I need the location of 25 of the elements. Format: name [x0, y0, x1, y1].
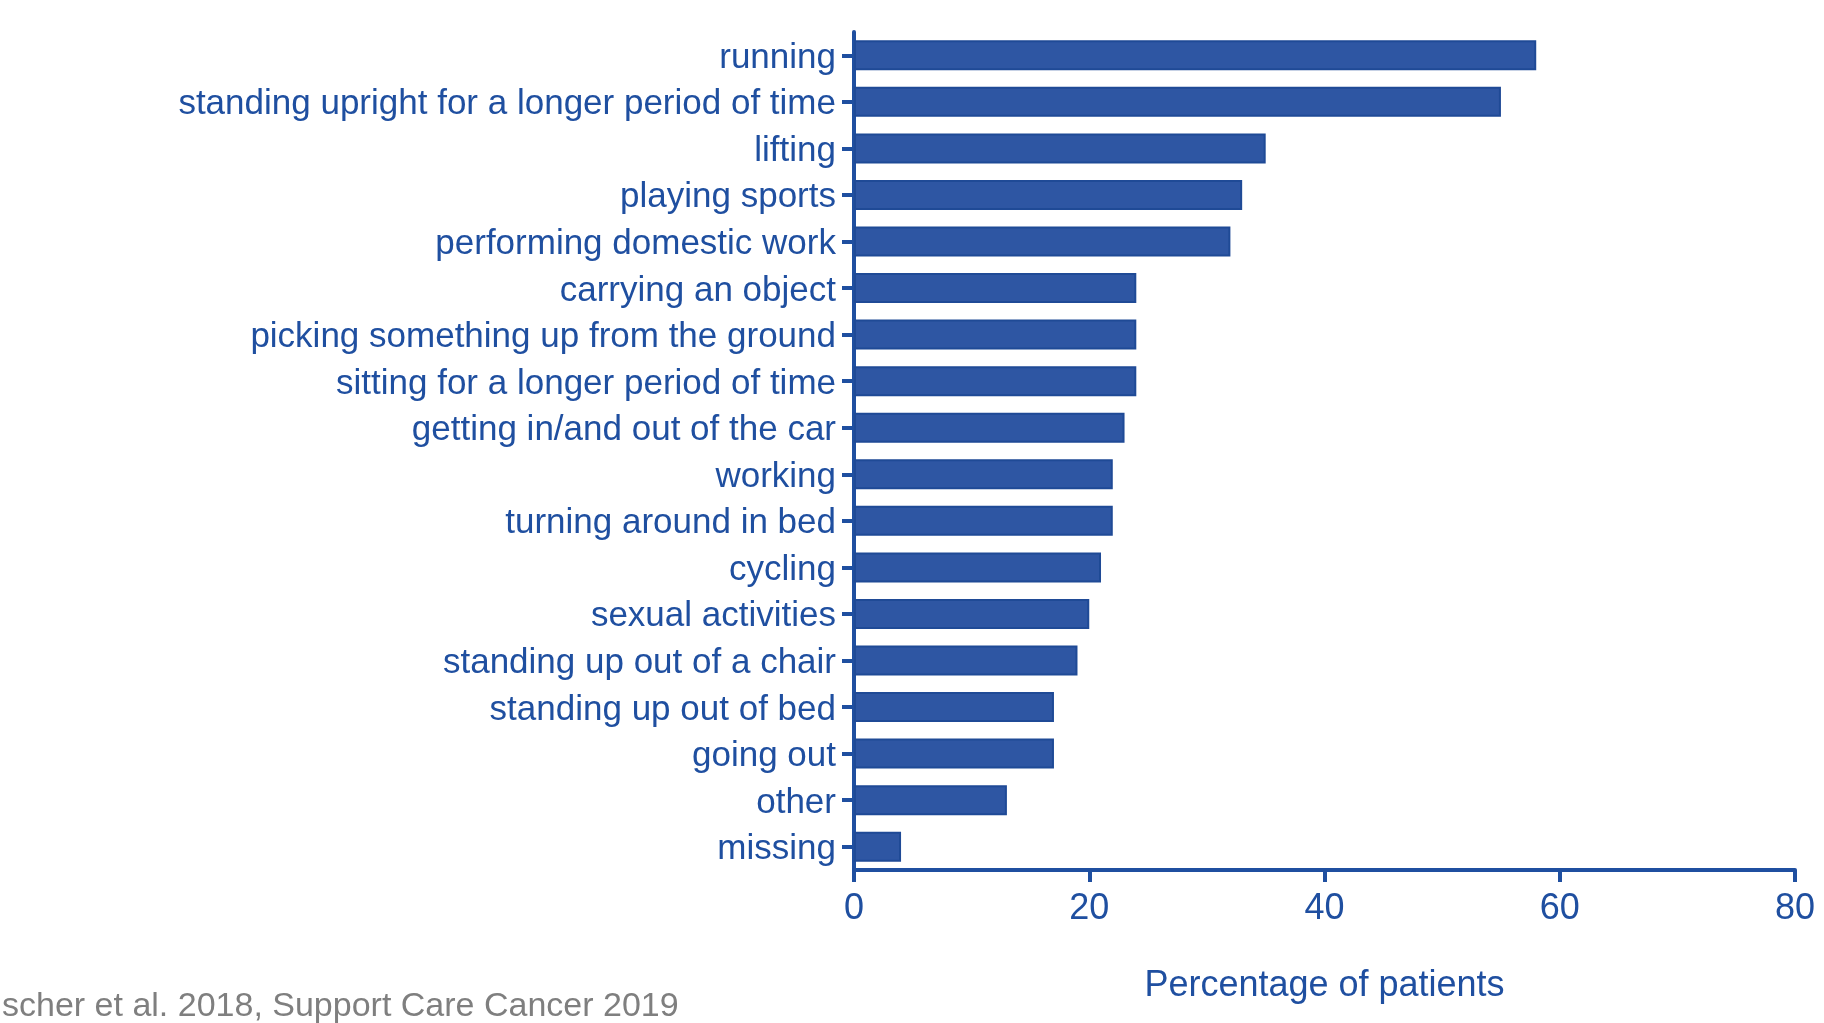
- y-tick-label: missing: [717, 827, 836, 867]
- y-tick-label: lifting: [754, 128, 836, 168]
- y-tick-label: getting in/and out of the car: [411, 408, 837, 448]
- y-tick-label: performing domestic work: [435, 222, 837, 261]
- x-tick-label: 80: [1774, 885, 1816, 927]
- y-tick-label: turning around in bed: [505, 501, 836, 541]
- x-axis-title: Percentage of patients: [1144, 962, 1505, 1004]
- y-tick-label: standing upright for a longer period of time: [178, 82, 836, 122]
- y-tick-label: carrying an object: [559, 268, 837, 308]
- x-tick-label: 0: [843, 885, 865, 927]
- y-tick-label: picking something up from the ground: [250, 315, 836, 355]
- y-tick-label: going out: [691, 734, 837, 774]
- y-tick-label: other: [756, 780, 837, 820]
- y-tick-label: standing up out of a chair: [442, 641, 837, 680]
- x-tick-label: 60: [1539, 885, 1580, 927]
- y-tick-label: working: [714, 454, 836, 494]
- y-tick-label: sexual activities: [590, 594, 836, 634]
- y-tick-label: cycling: [729, 547, 836, 587]
- y-tick-label: running: [719, 35, 836, 75]
- y-tick-label: playing sports: [620, 175, 836, 215]
- x-tick-label: 40: [1304, 885, 1345, 927]
- x-tick-label: 20: [1069, 885, 1110, 927]
- y-tick-label: standing up out of bed: [489, 687, 836, 727]
- y-tick-label: sitting for a longer period of time: [336, 361, 836, 401]
- text: scher et al. 2018, Support Care Cancer 2019: [2, 985, 679, 1023]
